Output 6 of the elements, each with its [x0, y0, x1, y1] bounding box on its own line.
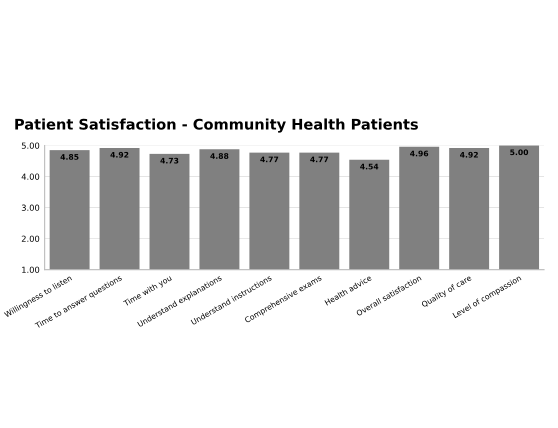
y-tick-label: 5.00 — [22, 142, 40, 149]
y-tick-label: 3.00 — [22, 204, 40, 211]
y-tick-label: 4.00 — [22, 174, 40, 180]
chart-title: Patient Satisfaction - Community Health Patients — [15, 118, 418, 133]
y-tick-label: 2.00 — [22, 236, 40, 242]
y-tick-label: 1.00 — [22, 266, 40, 273]
